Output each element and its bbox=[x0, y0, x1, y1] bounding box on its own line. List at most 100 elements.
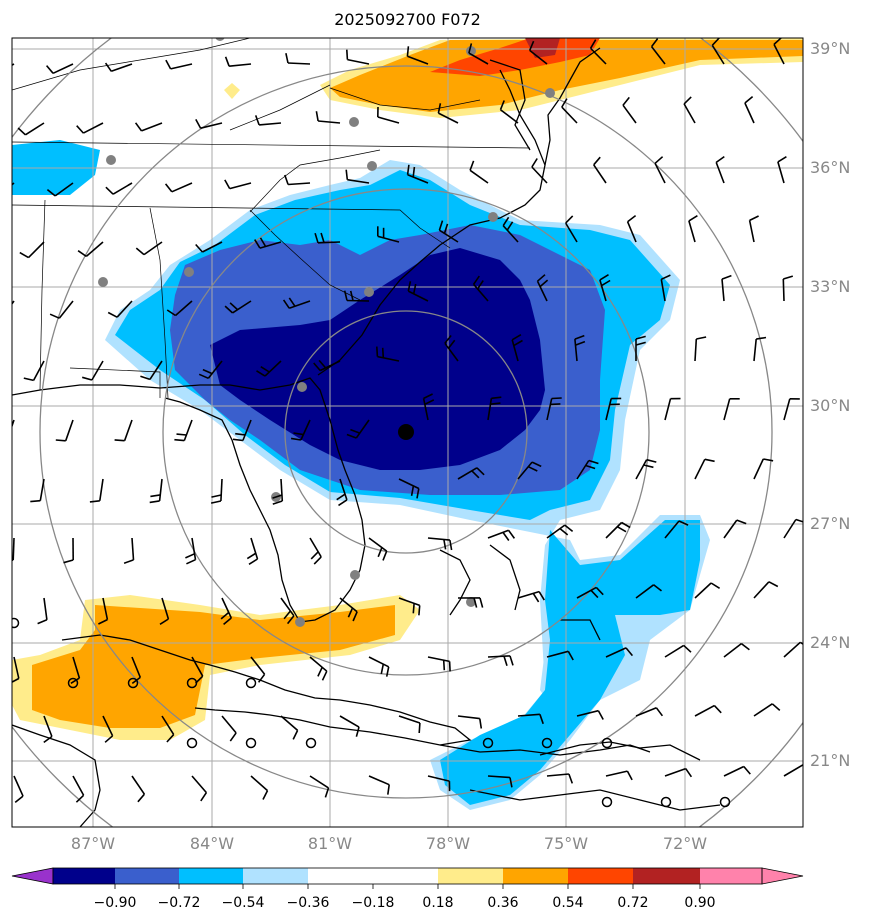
wind-barb-feather bbox=[346, 49, 349, 60]
wind-barb-feather bbox=[502, 216, 510, 227]
wind-barb-feather bbox=[63, 559, 74, 564]
lon-label: 87°W bbox=[70, 834, 116, 853]
wind-barb-feather bbox=[140, 375, 151, 381]
wind-barb bbox=[377, 235, 400, 243]
wind-barb-feather bbox=[407, 281, 412, 292]
wind-barb-feather bbox=[349, 290, 354, 301]
contour-dark-navy bbox=[210, 248, 545, 470]
wind-barb-feather bbox=[257, 673, 266, 683]
wind-barb-feather bbox=[448, 661, 451, 672]
wind-barb-feather bbox=[232, 438, 243, 442]
wind-barb-feather bbox=[650, 38, 659, 48]
wind-barb-feather bbox=[418, 605, 421, 616]
wind-barb-feather bbox=[627, 214, 637, 223]
wind-barb-feather bbox=[469, 160, 475, 171]
contour-pale-yellow-spot bbox=[224, 83, 240, 99]
wind-barb-feather bbox=[49, 313, 60, 319]
wind-barb bbox=[309, 537, 322, 558]
wind-barb bbox=[529, 49, 548, 65]
wind-barb-feather bbox=[773, 38, 782, 45]
wind-barb-feather bbox=[46, 188, 56, 197]
wind-barb bbox=[229, 182, 252, 190]
wind-barb bbox=[288, 182, 311, 186]
wind-barb-feather bbox=[17, 127, 26, 136]
wind-barb bbox=[407, 55, 429, 65]
wind-barb-feather bbox=[105, 186, 114, 195]
wind-barb-feather bbox=[149, 500, 160, 504]
wind-barb-feather bbox=[198, 373, 209, 380]
wind-barb-feather bbox=[195, 119, 202, 129]
wind-barb-feather bbox=[527, 465, 538, 472]
colorbar bbox=[11, 867, 804, 889]
wind-barb bbox=[546, 524, 566, 539]
wind-barb-feather bbox=[412, 283, 417, 294]
wind-barb-feather bbox=[476, 280, 484, 290]
wind-barb-feather bbox=[685, 768, 693, 778]
wind-barb bbox=[191, 656, 204, 677]
wind-barb bbox=[72, 656, 81, 679]
wind-barb-feather bbox=[286, 615, 295, 625]
wind-barb-feather bbox=[343, 290, 348, 301]
wind-barb-feather bbox=[293, 432, 304, 436]
wind-barb bbox=[99, 478, 104, 501]
wind-barb bbox=[635, 584, 655, 599]
wind-barb-feather bbox=[447, 339, 456, 349]
wind-barb-feather bbox=[352, 611, 358, 622]
wind-barb bbox=[221, 597, 233, 619]
wind-barb-feather bbox=[211, 494, 222, 498]
wind-barb bbox=[427, 656, 450, 663]
wind-barb-feather bbox=[626, 770, 633, 781]
wind-barb-feather bbox=[290, 437, 302, 441]
range-ring-3 bbox=[39, 65, 773, 799]
lon-label: 84°W bbox=[189, 834, 235, 853]
wind-barb bbox=[688, 220, 696, 243]
wind-barb bbox=[536, 280, 548, 302]
wind-barb bbox=[783, 641, 801, 658]
wind-barb-feather bbox=[259, 237, 267, 247]
wind-barb bbox=[664, 767, 686, 777]
wind-barb bbox=[398, 597, 420, 607]
wind-barb-feather bbox=[424, 399, 435, 406]
wind-barb bbox=[250, 775, 269, 792]
wind-barb-feather bbox=[350, 428, 361, 434]
wind-barb bbox=[593, 164, 607, 184]
colorbar-segment bbox=[438, 868, 503, 884]
wind-barb bbox=[131, 656, 142, 678]
wind-barb-feather bbox=[104, 62, 112, 72]
wind-barb bbox=[72, 775, 85, 796]
wind-barb-feather bbox=[114, 439, 125, 442]
wind-barb-feather bbox=[254, 239, 261, 249]
contour-sky-blue-se bbox=[440, 520, 700, 805]
wind-barb-feather bbox=[531, 158, 538, 168]
wind-barb-feather bbox=[410, 485, 415, 496]
wind-barb-feather bbox=[513, 339, 523, 347]
wind-barb bbox=[626, 221, 637, 243]
wind-barb-feather bbox=[711, 38, 720, 46]
wind-barb-feather bbox=[288, 297, 296, 307]
wind-barb-feather bbox=[406, 164, 410, 175]
wind-barb bbox=[723, 519, 738, 539]
wind-barb bbox=[259, 122, 282, 126]
colorbar-tick-label: 0.90 bbox=[684, 895, 716, 911]
wind-barb bbox=[407, 173, 429, 184]
wind-barb bbox=[576, 586, 597, 599]
wind-barb bbox=[250, 656, 266, 675]
wind-barb bbox=[753, 581, 770, 599]
wind-barb bbox=[605, 770, 628, 777]
wind-barb-feather bbox=[98, 618, 108, 625]
wind-barb bbox=[13, 775, 24, 797]
wind-barb-feather bbox=[318, 359, 327, 369]
wind-barb bbox=[635, 707, 657, 717]
wind-barb-feather bbox=[449, 539, 453, 551]
wind-barb-feather bbox=[321, 670, 328, 681]
wind-barb-feather bbox=[338, 499, 348, 507]
colorbar-outline bbox=[52, 867, 763, 885]
wind-barb bbox=[744, 102, 755, 124]
wind-barb bbox=[317, 241, 341, 244]
wind-barb-feather bbox=[438, 220, 444, 231]
wind-barb-feather bbox=[77, 250, 87, 258]
wind-barb bbox=[319, 360, 341, 372]
wind-barb bbox=[347, 58, 370, 65]
wind-barb-feather bbox=[749, 215, 759, 222]
